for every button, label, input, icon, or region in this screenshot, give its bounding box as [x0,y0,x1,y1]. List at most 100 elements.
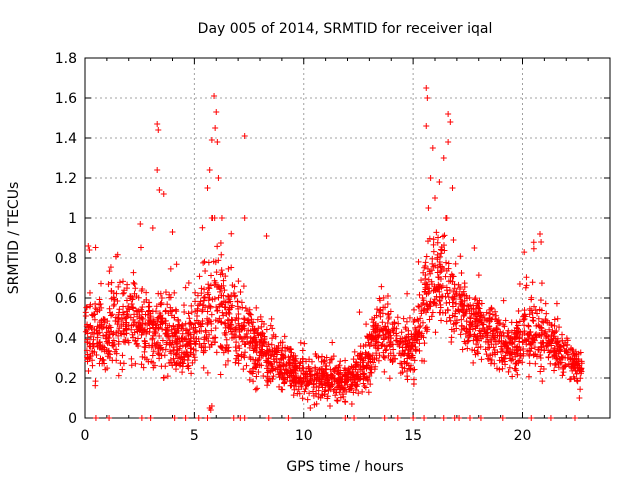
data-point [198,290,205,297]
data-point [91,311,98,318]
data-point [326,374,333,381]
data-point [322,386,329,393]
data-point [105,281,112,288]
data-point [543,310,550,317]
data-point [179,342,186,349]
data-point [199,224,206,231]
data-point [551,333,558,340]
data-point [83,323,90,330]
data-point [485,344,492,351]
data-point [214,139,221,145]
data-point [373,350,380,357]
data-point [367,381,374,388]
data-point [412,348,419,355]
data-point [390,352,397,359]
data-point [329,339,336,346]
data-point [111,341,118,348]
data-point [191,320,198,327]
data-point [428,281,435,288]
data-point [373,312,380,319]
data-point [514,343,521,350]
data-point [406,336,413,343]
data-point [374,326,381,333]
data-point [292,364,299,371]
data-point [161,352,168,359]
data-point [166,337,173,344]
data-point [205,337,212,344]
data-point [478,319,485,326]
data-point [296,378,303,385]
data-point [360,371,367,378]
data-point [423,281,430,288]
data-point [217,343,224,350]
data-point [506,348,513,355]
data-point [496,338,503,345]
data-point [191,329,198,336]
data-point [357,355,364,362]
data-point [167,304,174,311]
data-point [415,258,422,265]
data-point [531,344,538,351]
data-point [429,145,436,151]
y-tick-label: 1.6 [55,91,77,107]
data-point [152,320,159,327]
data-point [96,341,103,348]
data-point [366,343,373,350]
data-point [415,324,422,331]
data-point [211,93,218,99]
data-point [218,251,225,258]
data-point [431,286,438,293]
data-point [150,359,157,366]
data-point [556,324,563,331]
data-point [228,264,235,271]
data-point [523,274,530,281]
data-point [257,313,264,320]
data-point [312,364,319,371]
data-point [577,375,584,382]
data-point [439,264,446,271]
data-point [560,342,567,349]
data-point [100,332,107,339]
data-point [96,360,103,367]
data-point [403,360,410,367]
data-point [112,253,119,260]
data-point [202,304,209,311]
data-point [473,336,480,343]
data-point [247,355,254,362]
data-point [404,359,411,366]
data-point [138,314,145,321]
data-point [112,314,119,321]
data-point [428,313,435,320]
data-point [573,377,580,384]
data-point [440,415,447,421]
data-point [472,323,479,330]
data-point [348,401,355,407]
data-point [222,346,229,353]
data-point [105,339,112,346]
data-point [441,247,448,254]
data-point [104,340,111,347]
data-point [290,376,297,383]
data-point [171,415,178,421]
data-point [184,357,191,364]
data-point [571,361,578,368]
data-point [208,215,215,221]
data-point [250,365,257,372]
data-point [147,415,154,421]
data-point [434,251,441,258]
data-point [269,335,276,342]
data-point [143,289,150,296]
data-point [118,330,125,337]
data-point [543,343,550,349]
data-point [194,292,201,299]
data-point [203,333,210,340]
data-point [218,292,225,299]
data-point [405,344,412,351]
data-point [142,340,149,347]
data-point [120,289,127,296]
data-point [361,370,368,377]
data-point [236,345,243,352]
data-point [448,271,455,278]
data-point [351,348,358,355]
data-point [311,401,318,408]
